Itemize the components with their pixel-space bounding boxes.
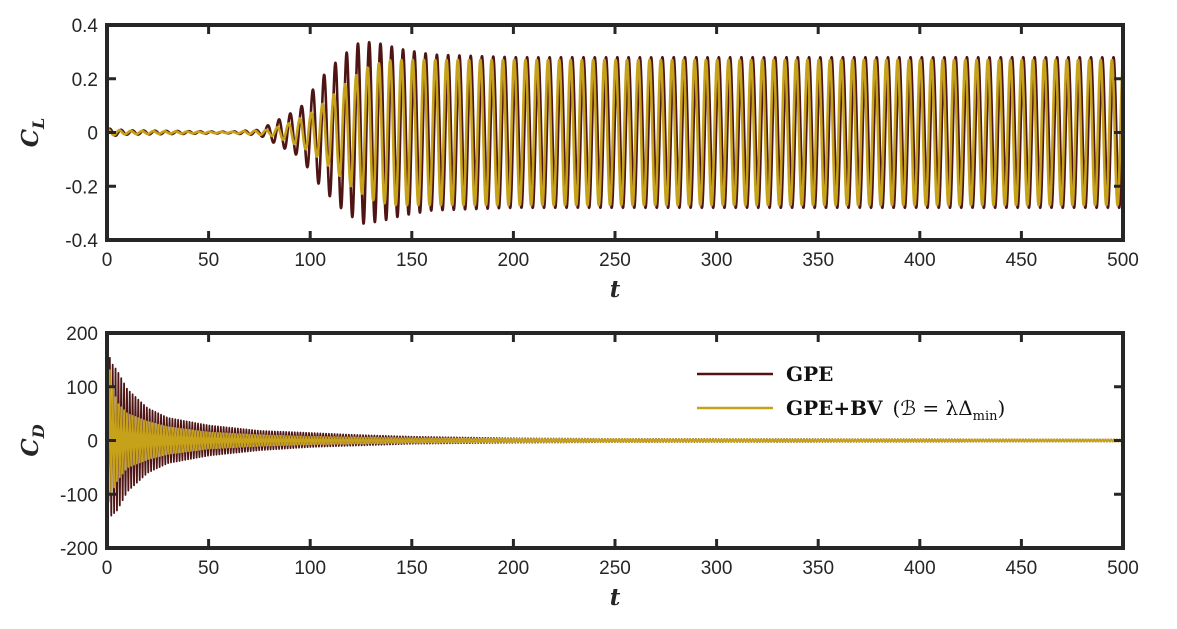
y-tick-label: -0.2 [65,177,98,198]
chart-panel-2: 0 50 100 150 200 250 300 350 400 450 500 -200 -100 0 1… [17,324,1139,611]
plot-area [107,343,1123,517]
y-tick-label: -200 [60,539,98,560]
y-axis-label: CL [17,118,48,148]
y-tick-label: 200 [66,324,98,345]
x-tick-label: 150 [396,250,428,271]
x-axis-label: t [610,584,621,611]
x-tick-label: 450 [1006,250,1038,271]
series-line-1 [107,346,1123,517]
legend-label-2: GPE+BV (ℬ = λΔmin) [786,396,1005,424]
x-tick-label: 50 [198,558,219,579]
series-line-2 [107,58,1123,207]
x-tick-label: 200 [498,250,530,271]
x-axis-label: t [610,276,621,303]
x-tick-label: 400 [904,558,936,579]
y-axis-label: CD [17,424,48,456]
x-tick-label: 0 [102,250,113,271]
y-tick-label: 0 [87,124,98,145]
x-tick-label: 50 [198,250,219,271]
plot-area [107,40,1123,225]
x-tick-label: 350 [802,558,834,579]
y-tick-label: -100 [60,485,98,506]
x-tick-label: 350 [802,250,834,271]
x-tick-label: 400 [904,250,936,271]
y-tick-label: 100 [66,378,98,399]
y-tick-label: 0.2 [72,70,98,91]
y-tick-label: 0 [87,432,98,453]
series-line-2 [107,343,1123,495]
x-tick-label: 450 [1006,558,1038,579]
x-tick-label: 100 [294,558,326,579]
x-tick-label: 500 [1107,250,1139,271]
x-tick-label: 100 [294,250,326,271]
x-tick-label: 250 [599,250,631,271]
legend-label-1: GPE [786,362,833,386]
x-tick-label: 300 [701,558,733,579]
y-tick-label: 0.4 [72,16,99,37]
x-tick-label: 150 [396,558,428,579]
x-tick-label: 0 [102,558,113,579]
x-tick-label: 300 [701,250,733,271]
y-tick-label: -0.4 [65,231,98,252]
legend: GPE GPE+BV (ℬ = λΔmin) [697,362,1005,424]
x-tick-label: 250 [599,558,631,579]
x-tick-label: 200 [498,558,530,579]
x-tick-label: 500 [1107,558,1139,579]
chart-panel-1: 0 50 100 150 200 250 300 350 400 450 500 -0.4 -0.2 0 0… [17,16,1139,303]
